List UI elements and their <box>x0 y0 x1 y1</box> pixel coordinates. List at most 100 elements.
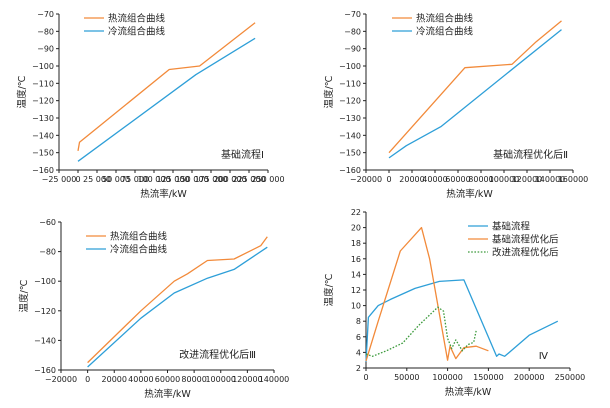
chart-4: 0 50000 100000 150000 200000 250000 2 4 6 8 10 12 14… <box>323 208 585 398</box>
x-tick-label: 140000 <box>535 175 566 184</box>
series-line-2 <box>365 226 489 362</box>
y-tick-label: −100 <box>339 62 361 71</box>
x-tick-label: 0 <box>386 175 391 184</box>
series-line-2 <box>388 29 562 159</box>
series-line-1 <box>365 279 559 362</box>
x-tick-label: 80000 <box>181 375 206 384</box>
y-tick-label: −120 <box>32 97 54 106</box>
series-line-1 <box>87 236 268 364</box>
x-tick-label: 120000 <box>232 375 263 384</box>
y-tick-label: −150 <box>339 149 361 158</box>
y-axis-label: 温度/℃ <box>323 75 335 108</box>
y-tick-label: −80 <box>344 27 361 36</box>
y-tick-label: −140 <box>339 131 361 140</box>
y-tick-label: −120 <box>339 97 361 106</box>
x-tick-label: −20000 <box>350 175 382 184</box>
x-tick-label: 25 000 <box>83 175 111 184</box>
y-tick-label: −160 <box>32 166 54 175</box>
x-tick-label: 40000 <box>422 175 447 184</box>
series-line-3 <box>365 306 477 357</box>
x-tick-label: 100000 <box>432 373 463 382</box>
x-axis-label: 热流率/kW <box>140 188 187 200</box>
y-tick-label: −150 <box>32 149 54 158</box>
y-tick-label: −140 <box>34 336 56 345</box>
series-line-1 <box>388 20 562 154</box>
legend-label: 冷流组合曲线 <box>108 26 166 38</box>
x-tick-label: 140000 <box>259 375 290 384</box>
x-tick-label: 100000 <box>489 175 520 184</box>
y-tick-label: −160 <box>339 166 361 175</box>
x-tick-label: 225 000 <box>232 175 265 184</box>
y-tick-label: −70 <box>344 10 361 19</box>
y-axis-label: 温度/℃ <box>323 273 335 306</box>
y-tick-label: 2 <box>356 364 361 373</box>
y-tick-label: 20 <box>351 224 361 233</box>
y-tick-label: 22 <box>351 208 361 217</box>
y-tick-label: −160 <box>34 366 56 375</box>
series-line-2 <box>87 246 268 368</box>
y-tick-label: −80 <box>37 27 54 36</box>
legend-label: 冷流组合曲线 <box>110 244 168 256</box>
legend-label: 基础流程 <box>492 221 531 233</box>
y-tick-label: −130 <box>32 114 54 123</box>
x-axis-label: 热流率/kW <box>446 188 493 200</box>
x-tick-label: 150000 <box>473 373 504 382</box>
chart-2: −20000 0 200004000060000800001000001200001… <box>323 10 588 200</box>
x-tick-label: 50000 <box>394 373 419 382</box>
x-tick-label: −25 000 <box>42 175 77 184</box>
y-tick-label: 18 <box>351 239 361 248</box>
x-tick-label: 160000 <box>558 175 589 184</box>
x-tick-label: 250 000 <box>251 175 284 184</box>
panel-annotation: Ⅳ <box>539 351 549 362</box>
x-axis-label: 热流率/kW <box>445 386 492 398</box>
x-tick-label: 20000 <box>399 175 424 184</box>
x-tick-label: 100000 <box>205 375 236 384</box>
y-tick-label: 10 <box>351 302 361 311</box>
x-tick-label: 175 000 <box>194 175 227 184</box>
chart-3: −20000 0 20000 40000 60000 800001000001200001… <box>18 218 289 400</box>
y-tick-label: −110 <box>339 79 361 88</box>
x-tick-label: 20000 <box>102 375 127 384</box>
y-tick-label: −90 <box>37 45 54 54</box>
x-tick-label: 0 <box>75 175 80 184</box>
y-tick-label: −80 <box>39 248 56 257</box>
x-tick-label: 0 <box>363 373 368 382</box>
x-tick-label: 0 <box>85 375 90 384</box>
legend-label: 热流组合曲线 <box>416 13 474 25</box>
y-tick-label: 6 <box>356 333 361 342</box>
y-tick-label: −90 <box>344 45 361 54</box>
legend-label: 热流组合曲线 <box>108 13 166 25</box>
y-tick-label: −100 <box>34 277 56 286</box>
x-tick-label: 100 000 <box>137 175 170 184</box>
panel-annotation: 基础流程Ⅰ <box>221 148 264 161</box>
x-tick-label: 200 000 <box>213 175 246 184</box>
y-tick-label: −100 <box>32 62 54 71</box>
x-axis-label: 热流率/kW <box>144 388 191 400</box>
y-tick-label: −110 <box>32 79 54 88</box>
x-tick-label: 60000 <box>445 175 470 184</box>
x-tick-label: 200000 <box>514 373 545 382</box>
x-tick-label: 60000 <box>155 375 180 384</box>
y-tick-label: 16 <box>351 255 361 264</box>
x-tick-label: 125 000 <box>156 175 189 184</box>
series-line-2 <box>77 37 256 162</box>
y-tick-label: 4 <box>356 348 361 357</box>
y-axis-label: 温度/℃ <box>18 279 30 312</box>
x-tick-label: −20000 <box>45 375 77 384</box>
legend-label: 冷流组合曲线 <box>416 26 474 38</box>
series-line-1 <box>77 22 256 152</box>
x-tick-label: 120000 <box>512 175 543 184</box>
y-tick-label: −120 <box>34 307 56 316</box>
panel-annotation: 基础流程优化后Ⅱ <box>493 148 568 161</box>
x-tick-label: 80000 <box>468 175 493 184</box>
y-tick-label: −140 <box>32 131 54 140</box>
panel-annotation: 改进流程优化后Ⅲ <box>179 348 256 361</box>
y-tick-label: −130 <box>339 114 361 123</box>
x-tick-label: 50 000 <box>102 175 130 184</box>
legend-label: 改进流程优化后 <box>492 247 559 259</box>
x-tick-label: 40000 <box>128 375 153 384</box>
y-tick-label: 8 <box>356 317 361 326</box>
x-tick-label: 250000 <box>555 373 586 382</box>
